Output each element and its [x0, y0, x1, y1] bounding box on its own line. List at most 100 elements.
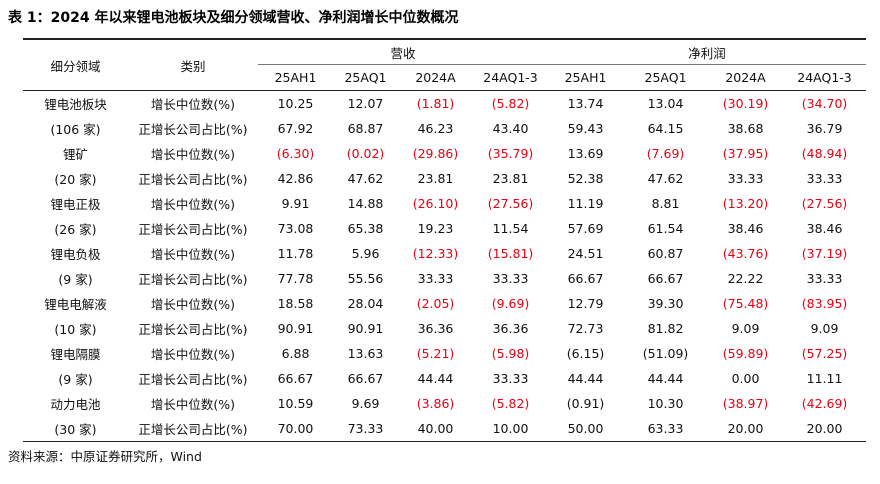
table-title: 表 1：2024 年以来锂电池板块及细分领域营收、净利润增长中位数概况 — [8, 10, 459, 26]
metric-label: 正增长公司占比(%) — [128, 416, 258, 442]
value-cell: (27.56) — [487, 196, 534, 211]
value-cell: 33.33 — [806, 271, 843, 286]
table-row-share: (30 家) 正增长公司占比(%) 70.00 73.33 40.00 10.00 50.0… — [23, 416, 867, 442]
value-cell: 10.30 — [647, 396, 684, 411]
value-cell: 70.00 — [258, 416, 333, 442]
value-cell: (0.91) — [566, 396, 605, 411]
value-cell: (0.02) — [346, 146, 385, 161]
value-cell: 57.69 — [567, 221, 604, 236]
value-cell: (35.79) — [487, 146, 534, 161]
value-cell: 10.25 — [277, 96, 314, 111]
value-cell: 46.23 — [417, 121, 454, 136]
value-cell: (6.15) — [566, 346, 605, 361]
segment-name: 锂矿 — [62, 147, 88, 162]
value-cell: (6.30) — [276, 146, 315, 161]
value-cell: (37.95) — [722, 146, 769, 161]
value-cell: 42.86 — [277, 171, 314, 186]
table-row-median: 动力电池 增长中位数(%) 10.59 9.69 (3.86) (5.82) (0.91) 1… — [23, 391, 866, 416]
segment-name: 锂电电解液 — [44, 297, 107, 312]
table-row-share: (106 家) 正增长公司占比(%) 67.92 68.87 46.23 43.40 59.… — [23, 116, 866, 141]
value-cell: (51.09) — [642, 346, 689, 361]
value-cell: 60.87 — [647, 246, 684, 261]
value-cell: (43.76) — [722, 246, 769, 261]
value-cell: 44.44 — [647, 371, 684, 386]
segment-name: 动力电池 — [50, 397, 101, 412]
header-period: 2024A — [398, 64, 473, 91]
table-row-median: 锂电正极 增长中位数(%) 9.91 14.88 (26.10) (27.56) 11.19… — [23, 191, 866, 216]
value-cell: 14.88 — [347, 196, 384, 211]
value-cell: 18.58 — [277, 296, 314, 311]
segment-count: (30 家) — [23, 416, 128, 442]
value-cell: (59.89) — [722, 346, 769, 361]
value-cell: (48.94) — [801, 146, 848, 161]
value-cell: (7.69) — [646, 146, 685, 161]
value-cell: (12.33) — [412, 246, 459, 261]
header-period: 25AQ1 — [333, 64, 398, 91]
table-body: 锂电池板块 增长中位数(%) 10.25 12.07 (1.81) (5.82) 13.74… — [23, 91, 867, 442]
value-cell: 33.33 — [806, 171, 843, 186]
value-cell: 10.59 — [277, 396, 314, 411]
header-period: 24AQ1-3 — [783, 64, 867, 91]
value-cell: 11.11 — [806, 371, 843, 386]
value-cell: (13.20) — [722, 196, 769, 211]
value-cell: 39.30 — [647, 296, 684, 311]
metric-label: 正增长公司占比(%) — [138, 322, 248, 337]
metric-label: 正增长公司占比(%) — [138, 122, 248, 137]
value-cell: 66.67 — [277, 371, 314, 386]
value-cell: 38.68 — [727, 121, 764, 136]
value-cell: (2.05) — [416, 296, 455, 311]
metric-label: 增长中位数(%) — [150, 347, 236, 362]
value-cell: 12.79 — [567, 296, 604, 311]
value-cell: 44.44 — [417, 371, 454, 386]
value-cell: 13.69 — [567, 146, 604, 161]
table-row-median: 锂电隔膜 增长中位数(%) 6.88 13.63 (5.21) (5.98) (6.15) (… — [23, 341, 866, 366]
header-field: 细分领域 — [23, 38, 128, 91]
value-cell: 52.38 — [567, 171, 604, 186]
value-cell: (3.86) — [416, 396, 455, 411]
value-cell: (83.95) — [801, 296, 848, 311]
header-period: 25AH1 — [548, 64, 624, 91]
metric-label: 增长中位数(%) — [150, 397, 236, 412]
segment-count: (26 家) — [54, 222, 97, 237]
value-cell: 9.69 — [351, 396, 380, 411]
value-cell: (5.21) — [416, 346, 455, 361]
value-cell: 64.15 — [647, 121, 684, 136]
segment-name: 锂电池板块 — [44, 97, 107, 112]
header-revenue-group: 营收 — [258, 38, 549, 65]
value-cell: 36.36 — [492, 321, 529, 336]
table-row-share: (20 家) 正增长公司占比(%) 42.86 47.62 23.81 23.81 52.3… — [23, 166, 866, 191]
metric-label: 增长中位数(%) — [150, 197, 236, 212]
value-cell: 63.33 — [623, 416, 709, 442]
segment-count: (20 家) — [54, 172, 97, 187]
segment-name: 锂电正极 — [50, 197, 101, 212]
value-cell: 73.33 — [333, 416, 398, 442]
value-cell: 22.22 — [727, 271, 764, 286]
table-row-median: 锂电池板块 增长中位数(%) 10.25 12.07 (1.81) (5.82) 13.74… — [23, 91, 866, 117]
value-cell: (34.70) — [801, 96, 848, 111]
segment-count: (106 家) — [50, 122, 101, 137]
value-cell: 65.38 — [347, 221, 384, 236]
segment-name: 锂电负极 — [50, 247, 101, 262]
value-cell: (5.98) — [491, 346, 530, 361]
value-cell: 33.33 — [727, 171, 764, 186]
header-period: 25AH1 — [258, 64, 333, 91]
value-cell: 5.96 — [351, 246, 380, 261]
value-cell: 33.33 — [492, 371, 529, 386]
header-profit-group: 净利润 — [548, 38, 867, 65]
value-cell: 66.67 — [567, 271, 604, 286]
table-row-median: 锂电负极 增长中位数(%) 11.78 5.96 (12.33) (15.81) 24.51… — [23, 241, 866, 266]
value-cell: 61.54 — [647, 221, 684, 236]
value-cell: 44.44 — [567, 371, 604, 386]
table-row-share: (9 家) 正增长公司占比(%) 66.67 66.67 44.44 33.33 44.44… — [23, 366, 866, 391]
value-cell: 11.54 — [492, 221, 529, 236]
value-cell: 47.62 — [347, 171, 384, 186]
value-cell: 9.09 — [731, 321, 760, 336]
value-cell: (27.56) — [801, 196, 848, 211]
value-cell: (57.25) — [801, 346, 848, 361]
value-cell: 72.73 — [567, 321, 604, 336]
header-period: 2024A — [708, 64, 784, 91]
value-cell: 81.82 — [647, 321, 684, 336]
value-cell: 23.81 — [492, 171, 529, 186]
table-row-share: (9 家) 正增长公司占比(%) 77.78 55.56 33.33 33.33 66.67… — [23, 266, 866, 291]
